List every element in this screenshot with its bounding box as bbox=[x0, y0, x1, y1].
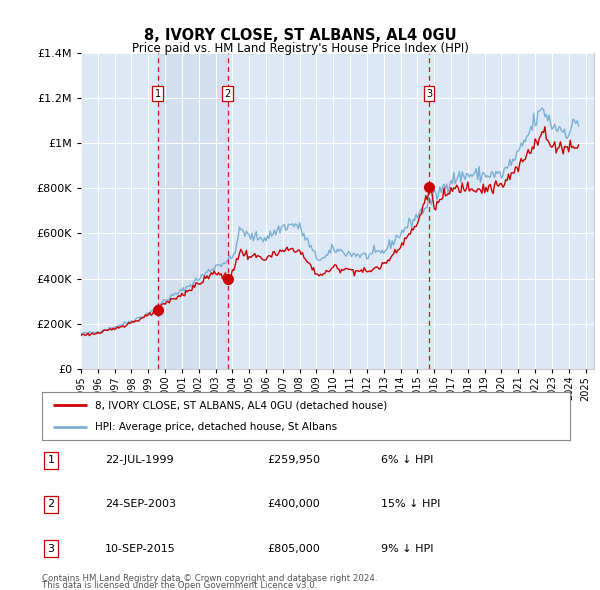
Text: HPI: Average price, detached house, St Albans: HPI: Average price, detached house, St A… bbox=[95, 422, 337, 432]
Text: 2: 2 bbox=[225, 88, 231, 99]
Text: 2: 2 bbox=[47, 500, 55, 509]
Text: 3: 3 bbox=[47, 544, 55, 553]
Text: 22-JUL-1999: 22-JUL-1999 bbox=[105, 455, 173, 465]
Text: 8, IVORY CLOSE, ST ALBANS, AL4 0GU (detached house): 8, IVORY CLOSE, ST ALBANS, AL4 0GU (deta… bbox=[95, 400, 387, 410]
Text: 10-SEP-2015: 10-SEP-2015 bbox=[105, 544, 176, 553]
Text: 24-SEP-2003: 24-SEP-2003 bbox=[105, 500, 176, 509]
Text: 1: 1 bbox=[154, 88, 161, 99]
Text: 15% ↓ HPI: 15% ↓ HPI bbox=[381, 500, 440, 509]
Text: £805,000: £805,000 bbox=[267, 544, 320, 553]
Bar bbox=[158, 53, 228, 369]
Text: This data is licensed under the Open Government Licence v3.0.: This data is licensed under the Open Gov… bbox=[42, 581, 317, 590]
Text: £400,000: £400,000 bbox=[267, 500, 320, 509]
Text: Contains HM Land Registry data © Crown copyright and database right 2024.: Contains HM Land Registry data © Crown c… bbox=[42, 573, 377, 583]
Text: Price paid vs. HM Land Registry's House Price Index (HPI): Price paid vs. HM Land Registry's House … bbox=[131, 42, 469, 55]
Text: 9% ↓ HPI: 9% ↓ HPI bbox=[381, 544, 433, 553]
Text: 6% ↓ HPI: 6% ↓ HPI bbox=[381, 455, 433, 465]
Text: 3: 3 bbox=[426, 88, 432, 99]
Text: 1: 1 bbox=[47, 455, 55, 465]
Text: £259,950: £259,950 bbox=[267, 455, 320, 465]
Text: 8, IVORY CLOSE, ST ALBANS, AL4 0GU: 8, IVORY CLOSE, ST ALBANS, AL4 0GU bbox=[143, 28, 457, 43]
